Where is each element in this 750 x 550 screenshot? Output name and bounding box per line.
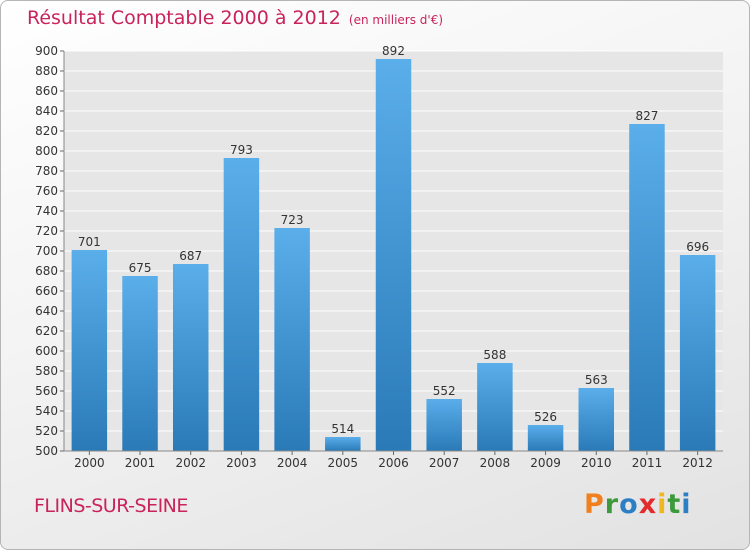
y-tick-label: 620 [35, 324, 58, 338]
x-tick-label-2005: 2005 [328, 456, 359, 470]
x-tick-label-2004: 2004 [277, 456, 308, 470]
y-tick-label: 520 [35, 424, 58, 438]
bar-2004 [274, 228, 310, 451]
bar-2001 [122, 276, 158, 451]
bar-2008 [477, 363, 513, 451]
bar-2011 [629, 124, 665, 451]
y-tick-label: 720 [35, 224, 58, 238]
y-tick-label: 560 [35, 384, 58, 398]
value-label-2005: 514 [331, 422, 354, 436]
x-tick-label-2002: 2002 [175, 456, 206, 470]
y-tick-label: 800 [35, 144, 58, 158]
value-label-2009: 526 [534, 410, 557, 424]
x-tick-label-2010: 2010 [581, 456, 612, 470]
y-tick-label: 660 [35, 284, 58, 298]
proxiti-logo[interactable]: Proxiti [584, 489, 692, 520]
value-label-2003: 793 [230, 143, 253, 157]
value-label-2012: 696 [686, 240, 709, 254]
y-tick-label: 780 [35, 164, 58, 178]
bar-2005 [325, 437, 361, 451]
value-label-2007: 552 [433, 384, 456, 398]
y-tick-label: 760 [35, 184, 58, 198]
logo-letter: i [681, 489, 692, 520]
y-tick-label: 500 [35, 444, 58, 458]
logo-letter: P [584, 489, 605, 520]
bar-2009 [527, 425, 564, 451]
y-tick-label: 820 [35, 124, 58, 138]
x-tick-label-2006: 2006 [378, 456, 409, 470]
commune-name: FLINS-SUR-SEINE [34, 495, 188, 517]
bar-2006 [375, 59, 412, 451]
bar-2000 [71, 250, 108, 451]
y-tick-label: 540 [35, 404, 58, 418]
x-tick-label-2011: 2011 [632, 456, 663, 470]
y-tick-label: 740 [35, 204, 58, 218]
chart-title: Résultat Comptable 2000 à 2012 (en millie… [27, 7, 443, 29]
bar-2003 [223, 158, 260, 451]
x-axis-ticks: 2000 2001 2002 2003 2004 2005 2006 2007 2008 2009… [64, 450, 723, 470]
value-label-2008: 588 [483, 348, 506, 362]
value-label-2000: 701 [78, 235, 101, 249]
x-tick-label-2000: 2000 [74, 456, 105, 470]
y-tick-label: 900 [35, 44, 58, 58]
y-tick-label: 880 [35, 64, 58, 78]
value-label-2011: 827 [636, 109, 659, 123]
y-tick-label: 640 [35, 304, 58, 318]
x-tick-label-2003: 2003 [226, 456, 257, 470]
x-tick-label-2001: 2001 [125, 456, 156, 470]
x-tick-label-2007: 2007 [429, 456, 460, 470]
bar-2012 [679, 255, 716, 451]
x-tick-label-2009: 2009 [530, 456, 561, 470]
y-tick-label: 860 [35, 84, 58, 98]
bar-series: 701 675 687 793 723 514 892 552 588 526 563 827 696 [71, 44, 716, 451]
logo-letter: o [619, 489, 639, 520]
y-axis-ticks: 500 520 540 560 580 600 620 640 660 680 700 720 740 7… [35, 44, 65, 458]
logo-letter: x [638, 489, 658, 520]
value-label-2004: 723 [281, 213, 304, 227]
x-tick-label-2012: 2012 [682, 456, 713, 470]
y-tick-label: 580 [35, 364, 58, 378]
value-label-2002: 687 [179, 249, 202, 263]
logo-letter: t [667, 489, 682, 520]
bar-2010 [578, 388, 615, 451]
logo-letter: r [604, 489, 620, 520]
bar-2007 [426, 399, 462, 451]
chart-title-text: Résultat Comptable 2000 à 2012 [27, 7, 341, 29]
value-label-2010: 563 [585, 373, 608, 387]
chart-title-unit: (en milliers d'€) [348, 13, 444, 27]
y-tick-label: 680 [35, 264, 58, 278]
y-tick-label: 840 [35, 104, 58, 118]
logo-letter: i [657, 489, 668, 520]
x-tick-label-2008: 2008 [480, 456, 511, 470]
value-label-2006: 892 [382, 44, 405, 58]
y-tick-label: 600 [35, 344, 58, 358]
value-label-2001: 675 [129, 261, 152, 275]
bar-2002 [172, 264, 209, 451]
y-tick-label: 700 [35, 244, 58, 258]
